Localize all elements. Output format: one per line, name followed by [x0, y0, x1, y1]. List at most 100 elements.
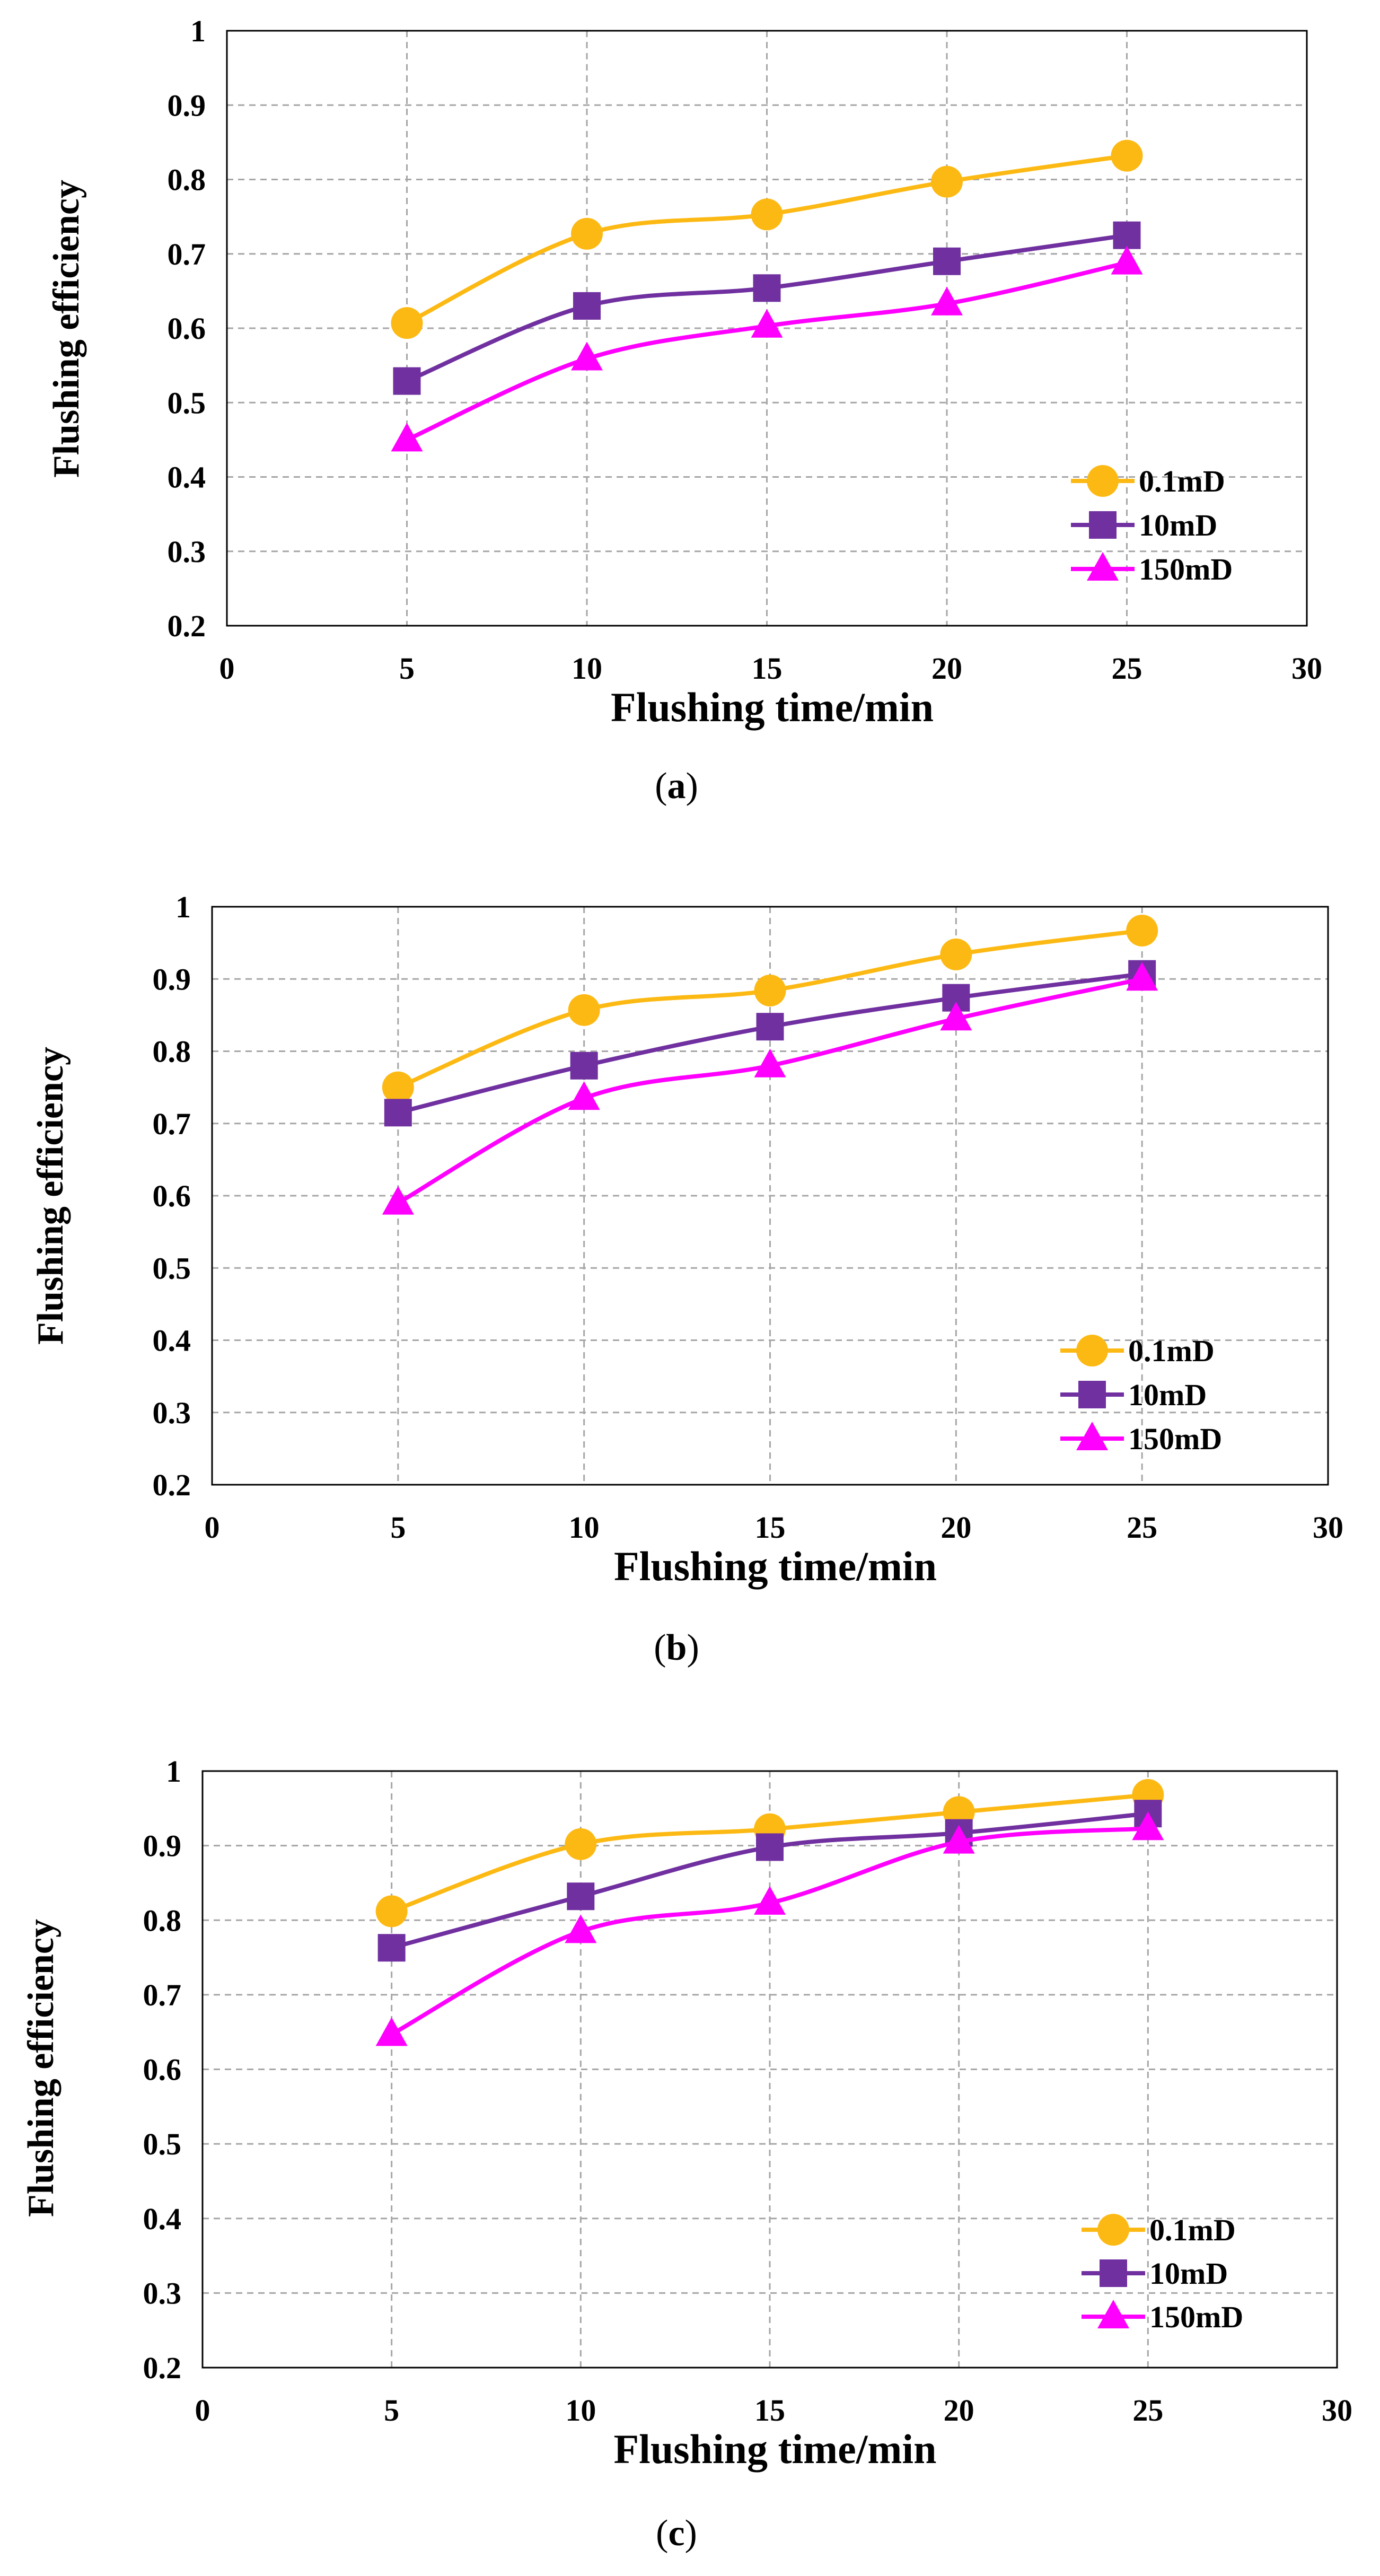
legend-label: 10mD	[1139, 508, 1217, 542]
series-0.1mD	[382, 914, 1158, 1103]
data-point	[1126, 962, 1158, 991]
y-axis-label: Flushing efficiency	[30, 1047, 71, 1345]
chart-panel-b: 0 5 10 15 20 25 30 0.2 0.3 0.4 0.5 0.6 0.7 0.8 0.9 1 Flu…	[30, 890, 1343, 1668]
y-tick-label: 1	[166, 1754, 181, 1789]
panel-caption: (c)	[656, 2513, 697, 2554]
data-point	[391, 307, 423, 339]
y-tick-label: 0.4	[168, 460, 206, 495]
chart-panel-c: 0 5 10 15 20 25 30 0.2 0.3 0.4 0.5 0.6 0.7 0.8 0.9 1 Flu…	[21, 1754, 1352, 2554]
data-point	[391, 423, 423, 452]
series-150mD	[375, 1811, 1164, 2046]
plot-area-frame	[201, 1770, 1338, 2369]
chart-panel-a: 0 5 10 15 20 25 30 0.2 0.3 0.4 0.5 0.6 0.7 0.8 0.9 1 Flu…	[46, 14, 1322, 807]
legend-marker	[1087, 465, 1119, 497]
data-point	[377, 1934, 406, 1962]
legend-label: 150mD	[1128, 1422, 1222, 1456]
legend-entry: 10mD	[1082, 2256, 1228, 2291]
y-tick-label: 0.4	[153, 1324, 191, 1358]
x-axis-label: Flushing time/min	[611, 684, 934, 730]
data-point	[570, 1052, 598, 1080]
data-point	[565, 1828, 597, 1860]
legend: 0.1mD 10mD 150mD	[1071, 464, 1233, 586]
y-axis-label: Flushing efficiency	[21, 1919, 61, 2217]
y-tick-label: 0.8	[168, 163, 206, 197]
data-point	[384, 1099, 412, 1127]
x-tick-label: 25	[1112, 651, 1142, 686]
data-point	[931, 165, 963, 198]
plot-area-frame	[226, 30, 1308, 627]
y-tick-label: 0.9	[153, 962, 191, 996]
y-tick-label: 0.9	[143, 1829, 182, 1863]
y-tick-label: 0.5	[153, 1251, 191, 1285]
y-tick-label: 0.2	[168, 609, 206, 643]
legend-label: 150mD	[1149, 2300, 1243, 2334]
x-tick-label: 0	[195, 2393, 210, 2428]
legend: 0.1mD 10mD 150mD	[1082, 2213, 1243, 2334]
data-point	[751, 198, 783, 231]
legend-marker	[1097, 2214, 1129, 2246]
y-tick-label: 0.6	[168, 311, 206, 346]
legend-marker	[1078, 1381, 1106, 1408]
x-axis-label: Flushing time/min	[614, 1543, 937, 1589]
data-point	[393, 367, 421, 395]
data-point	[754, 975, 786, 1007]
x-tick-label: 10	[565, 2393, 596, 2428]
data-point	[573, 292, 601, 320]
x-tick-label: 15	[755, 1510, 786, 1545]
legend-label: 0.1mD	[1139, 464, 1225, 498]
y-tick-label: 1	[175, 890, 191, 924]
series-150mD	[391, 246, 1143, 452]
legend-entry: 150mD	[1060, 1422, 1222, 1456]
data-point	[940, 938, 972, 970]
series-10mD	[384, 960, 1156, 1127]
legend-entry: 150mD	[1071, 552, 1233, 586]
y-tick-label: 0.3	[168, 535, 206, 569]
data-point	[1132, 1811, 1164, 1841]
y-tick-label: 0.4	[143, 2202, 182, 2236]
legend-label: 0.1mD	[1128, 1334, 1215, 1368]
legend-marker	[1076, 1335, 1108, 1366]
x-tick-label: 20	[931, 651, 962, 686]
data-point	[1126, 914, 1158, 947]
legend-marker	[1076, 1422, 1108, 1450]
data-point	[943, 1825, 975, 1854]
y-tick-label: 0.7	[143, 1978, 182, 2012]
series-0.1mD	[391, 139, 1143, 339]
x-tick-label: 30	[1313, 1510, 1343, 1545]
panel-caption-letter: a	[667, 766, 686, 807]
plot-area-frame	[211, 906, 1329, 1486]
series-0.1mD	[375, 1779, 1164, 1927]
x-tick-label: 20	[944, 2393, 974, 2428]
legend-label: 10mD	[1128, 1378, 1207, 1412]
x-tick-label: 15	[754, 2393, 785, 2428]
data-point	[571, 217, 603, 250]
data-point	[1113, 221, 1141, 249]
data-point	[754, 1886, 786, 1915]
legend-marker	[1087, 552, 1119, 581]
y-tick-label: 0.3	[143, 2276, 182, 2310]
data-point	[568, 994, 600, 1026]
data-point	[565, 1914, 597, 1943]
x-tick-label: 10	[572, 651, 602, 686]
y-tick-label: 0.5	[168, 385, 206, 420]
x-tick-label: 25	[1132, 2393, 1163, 2428]
legend-marker	[1100, 2259, 1127, 2287]
x-tick-label: 30	[1322, 2393, 1352, 2428]
x-tick-label: 25	[1127, 1510, 1157, 1545]
data-point	[375, 1895, 408, 1927]
data-point	[933, 247, 961, 275]
x-tick-label: 30	[1291, 651, 1322, 686]
data-point	[751, 309, 783, 338]
y-tick-label: 0.3	[153, 1396, 191, 1430]
legend: 0.1mD 10mD 150mD	[1060, 1334, 1222, 1456]
x-tick-label: 5	[399, 651, 415, 686]
series-150mD	[382, 962, 1158, 1215]
legend-marker	[1097, 2300, 1129, 2328]
data-point	[753, 274, 781, 302]
y-tick-label: 0.8	[153, 1035, 191, 1069]
y-tick-label: 0.6	[153, 1179, 191, 1213]
data-point	[1111, 139, 1143, 172]
x-tick-label: 5	[390, 1510, 406, 1545]
data-point	[931, 286, 963, 316]
